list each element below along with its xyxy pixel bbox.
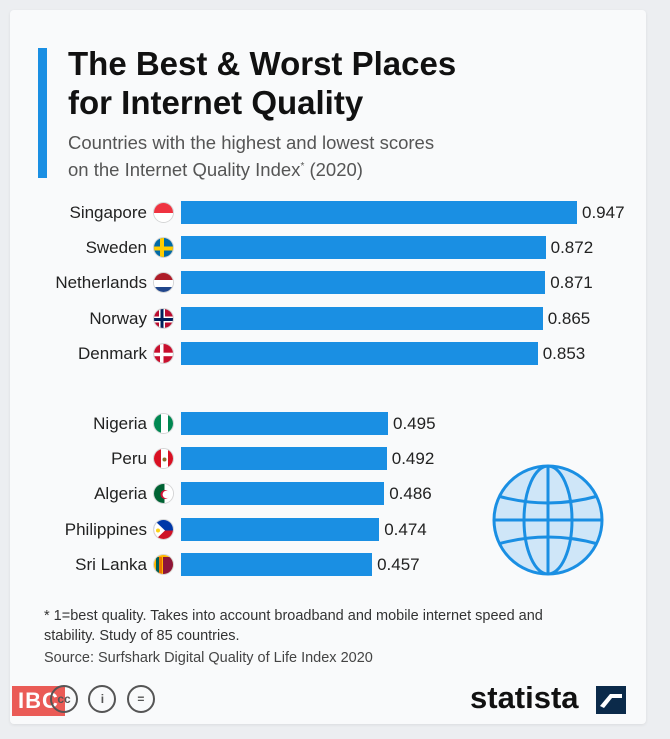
title-accent-bar — [38, 48, 47, 178]
value-label: 0.457 — [377, 554, 420, 574]
value-label: 0.947 — [582, 203, 625, 222]
infographic-card — [10, 10, 646, 724]
value-label: 0.871 — [550, 273, 593, 293]
statista-logo-icon — [596, 686, 626, 714]
singapore-flag-icon — [153, 202, 174, 223]
creative-commons-icon[interactable]: cc — [50, 685, 78, 713]
bar — [181, 236, 546, 260]
globe-icon — [492, 464, 604, 576]
algeria-flag-icon — [153, 483, 174, 505]
category-label: Nigeria — [93, 414, 147, 433]
bar — [181, 517, 380, 541]
license-icons[interactable]: cc i = — [50, 685, 161, 713]
category-label: Philippines — [64, 519, 147, 539]
norway-flag-icon — [153, 307, 174, 329]
bar — [181, 306, 543, 330]
subtitle-prefix: on the Internet Quality Index — [68, 159, 301, 181]
subtitle-suffix: (2020) — [304, 159, 363, 181]
subtitle-line-1: Countries with the highest and lowest sc… — [68, 132, 435, 153]
bar — [181, 447, 387, 471]
chart-title: The Best & Worst Places for Internet Qua… — [68, 44, 628, 122]
bar — [181, 201, 577, 224]
subtitle-line-2: on the Internet Quality Index* (2020) — [68, 155, 628, 182]
category-label: Netherlands — [55, 273, 147, 293]
value-label: 0.474 — [384, 519, 427, 539]
peru-flag-icon — [153, 448, 174, 470]
chart-subtitle: Countries with the highest and lowest sc… — [68, 131, 628, 182]
category-label: Norway — [89, 308, 147, 328]
sweden-flag-icon — [153, 237, 174, 259]
nigeria-flag-icon — [153, 413, 174, 434]
bar — [181, 271, 546, 295]
footnote-line-2: stability. Study of 85 countries. — [44, 628, 240, 644]
value-label: 0.853 — [542, 343, 586, 363]
subtitle-footnote-marker: * — [300, 161, 305, 172]
bar — [181, 482, 385, 506]
value-label: 0.865 — [547, 308, 591, 328]
source-note: Source: Surfshark Digital Quality of Lif… — [44, 650, 373, 666]
category-label: Singapore — [69, 203, 147, 222]
no-derivatives-icon[interactable]: = — [126, 685, 155, 713]
denmark-flag-icon — [153, 342, 174, 364]
sri-lanka-flag-icon — [153, 553, 174, 575]
category-label: Denmark — [78, 343, 147, 363]
title-line-2: for Internet Quality — [68, 84, 364, 121]
value-label: 0.872 — [550, 238, 594, 258]
value-label: 0.495 — [392, 414, 436, 433]
attribution-icon[interactable]: i — [88, 685, 117, 713]
footnote-line-1: * 1=best quality. Takes into account bro… — [44, 608, 543, 624]
value-label: 0.486 — [389, 484, 432, 504]
bar — [181, 412, 388, 435]
footnote: * 1=best quality. Takes into account bro… — [44, 606, 624, 646]
statista-logo-text[interactable]: statista — [470, 680, 579, 715]
bar — [181, 552, 373, 576]
title-line-1: The Best & Worst Places — [68, 45, 457, 82]
category-label: Sri Lanka — [75, 554, 147, 574]
category-label: Algeria — [94, 484, 147, 504]
value-label: 0.492 — [391, 449, 435, 469]
category-label: Peru — [111, 449, 147, 469]
netherlands-flag-icon — [153, 272, 174, 294]
category-label: Sweden — [85, 238, 147, 258]
philippines-flag-icon — [153, 518, 174, 540]
bar — [181, 341, 538, 365]
